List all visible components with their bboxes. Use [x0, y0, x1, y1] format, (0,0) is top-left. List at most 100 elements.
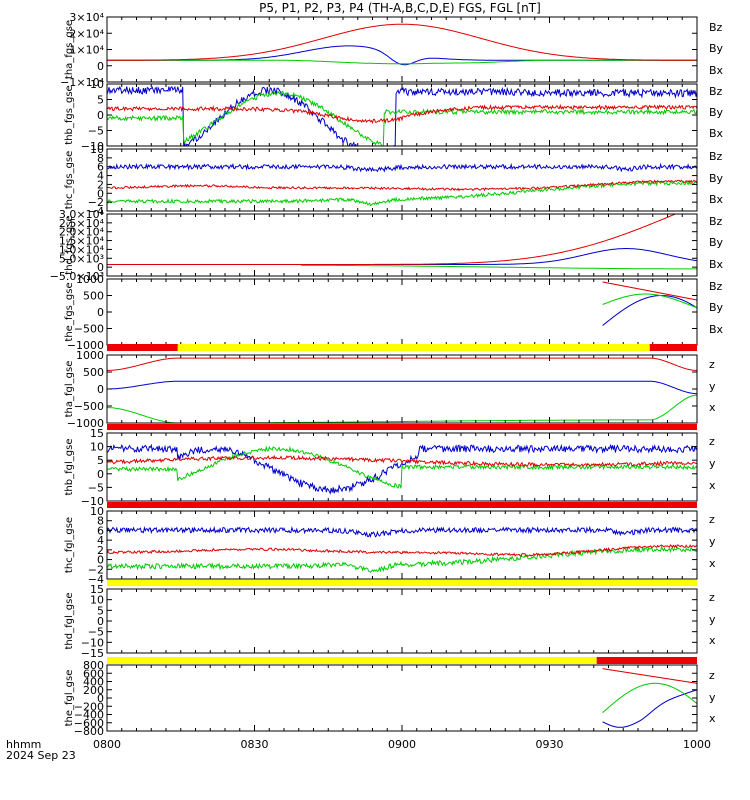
ytick-label: 15 [90, 583, 104, 596]
legend-Bz: Bz [709, 21, 723, 34]
legend-By: By [709, 236, 724, 249]
ytick-label: 800 [83, 659, 104, 672]
mode-bar-segment-red [107, 502, 697, 508]
ytick-label: 8 [97, 152, 104, 165]
panel-ylabel: thd_fgs_gse [64, 215, 75, 274]
legend-Bz: Bz [709, 215, 723, 228]
ytick-label: 5 [97, 604, 104, 617]
ytick-label: 10 [90, 505, 104, 518]
ytick-label: −600 [74, 717, 104, 730]
ytick-label: −1000 [67, 339, 104, 352]
legend-Bz: Bz [709, 150, 723, 163]
legend-Bz: Bz [709, 85, 723, 98]
panel-frame [106, 213, 698, 277]
series-y-line [107, 545, 697, 573]
ytick-label: 200 [83, 684, 104, 697]
ytick-label: 0 [97, 692, 104, 705]
legend-x: x [709, 557, 716, 570]
ytick-label: −4 [88, 573, 104, 586]
ytick-label: −5 [88, 481, 104, 494]
ytick-label: −1×10⁴ [60, 76, 104, 89]
figure-title: P5, P1, P2, P3, P4 (TH-A,B,C,D,E) FGS, F… [259, 1, 541, 15]
ytick-label: 600 [83, 667, 104, 680]
ytick-label: −5.0×10³ [50, 270, 104, 283]
ytick-label: 400 [83, 676, 104, 689]
panel-frame [106, 588, 698, 654]
ytick-label: −4 [88, 205, 104, 218]
ytick-label: −2 [88, 196, 104, 209]
ytick-label: 2 [97, 178, 104, 191]
series-y-line [107, 445, 697, 489]
legend-z: z [709, 669, 715, 682]
ytick-label: −2 [88, 563, 104, 576]
mode-bar-segment-red [649, 344, 697, 351]
ytick-label: 0 [97, 109, 104, 122]
ytick-label: 5.0×10³ [59, 252, 104, 265]
mode-bars [107, 344, 697, 664]
ytick-label: −400 [74, 709, 104, 722]
ytick-label: −10 [81, 140, 104, 153]
ytick-label: 15 [90, 427, 104, 440]
ytick-label: 2×10⁴ [69, 27, 104, 40]
ytick-label: −10 [81, 636, 104, 649]
ytick-label: −10 [81, 495, 104, 508]
legend-y: y [709, 691, 716, 704]
legend-y: y [709, 380, 716, 393]
ytick-label: 4 [97, 534, 104, 547]
legend-Bx: Bx [709, 323, 724, 336]
ytick-label: 1×10⁴ [69, 44, 104, 57]
ytick-label: 0 [97, 60, 104, 73]
legend-y: y [709, 457, 716, 470]
panel-frame [106, 354, 698, 424]
ytick-label: −500 [74, 400, 104, 413]
series-x-line [107, 380, 697, 395]
series-x-line [107, 248, 697, 265]
ytick-label: 1.0×10⁴ [59, 243, 105, 256]
ytick-label: 2.5×10⁴ [59, 217, 105, 230]
time-tick-label: 0900 [388, 738, 416, 751]
legend-y: y [709, 613, 716, 626]
panel-frame [106, 16, 698, 83]
series-y-line [107, 59, 697, 65]
series-y-line [107, 90, 697, 146]
series-z-line [602, 281, 697, 301]
legend-Bx: Bx [709, 64, 724, 77]
ytick-label: 10 [90, 594, 104, 607]
legend-x: x [709, 634, 716, 647]
panel-ylabel: the_fgs_gse [64, 282, 75, 341]
mode-bar-segment-yellow [107, 657, 597, 664]
legend-By: By [709, 106, 724, 119]
series-z-line [107, 454, 697, 468]
ytick-label: 500 [83, 290, 104, 303]
legend-Bz: Bz [709, 280, 723, 293]
ytick-label: −5 [88, 125, 104, 138]
legend-z: z [709, 435, 715, 448]
legend-Bx: Bx [709, 258, 724, 271]
panel-ylabel: thc_fgs_gse [64, 151, 75, 210]
ytick-label: −200 [74, 700, 104, 713]
ytick-label: 5 [97, 454, 104, 467]
ytick-label: 10 [90, 441, 104, 454]
legend-x: x [709, 401, 716, 414]
legend-By: By [709, 42, 724, 55]
ytick-label: 0 [97, 187, 104, 200]
legend-x: x [709, 712, 716, 725]
panel-ylabel: thc_fgl_gse [64, 517, 75, 573]
legend-z: z [709, 513, 715, 526]
panel-the_fgl_gse: 8006004002000−200−400−600−800the_fgl_gse… [64, 659, 716, 738]
mode-bar-segment-yellow [177, 344, 650, 351]
series-x-line [602, 689, 697, 728]
legend-z: z [709, 358, 715, 371]
ytick-label: 2.0×10⁴ [59, 226, 105, 239]
panel-ylabel: tha_fgl_gse [64, 361, 75, 418]
ytick-label: 2 [97, 544, 104, 557]
series-y-line [602, 293, 697, 309]
series-x-line [107, 162, 697, 173]
time-tick-label: 1000 [683, 738, 711, 751]
